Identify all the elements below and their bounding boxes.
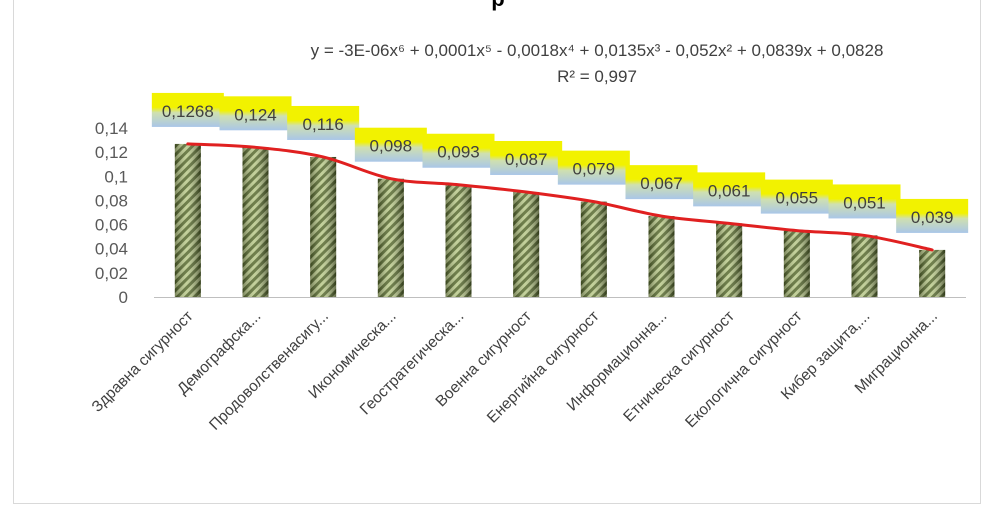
value-label: 0,098: [354, 127, 427, 162]
value-label-text: 0,1268: [162, 102, 214, 121]
y-tick-label: 0,12: [95, 143, 128, 162]
bar: [445, 184, 472, 297]
bar: [377, 178, 404, 297]
value-label-text: 0,116: [303, 115, 344, 134]
value-label: 0,1268: [151, 92, 224, 127]
bar: [310, 156, 337, 297]
x-category-label: Продоволственасигу...: [206, 308, 332, 434]
y-axis: 0 0,02 0,04 0,06 0,08 0,1 0,12 0,14: [95, 119, 128, 307]
value-label-text: 0,039: [911, 208, 954, 227]
value-label: 0,087: [490, 140, 563, 175]
trendline-curve: [186, 142, 934, 252]
value-label-text: 0,093: [437, 143, 480, 162]
value-label: 0,116: [287, 105, 360, 140]
y-tick-label: 0,02: [95, 264, 128, 283]
value-labels: 0,1268 0,124 0,116 0,098 0,093 0,087 0,079 0,06…: [151, 92, 969, 233]
y-tick-label: 0,1: [104, 167, 128, 186]
value-label: 0,039: [896, 198, 969, 233]
value-label-text: 0,051: [843, 193, 886, 212]
value-label: 0,055: [760, 179, 833, 214]
y-tick-label: 0,08: [95, 191, 128, 210]
value-label: 0,079: [557, 150, 630, 185]
bar: [716, 223, 743, 297]
value-label-text: 0,061: [708, 181, 751, 200]
value-label: 0,051: [828, 184, 901, 219]
trendline-r-squared: R² = 0,997: [557, 67, 637, 86]
bar: [513, 191, 540, 297]
x-axis: Здравна сигурностДемографска...Продоволс…: [89, 297, 966, 434]
value-label-text: 0,079: [573, 160, 616, 179]
value-label-text: 0,067: [640, 174, 683, 193]
value-label-text: 0,124: [234, 105, 277, 124]
y-tick-label: 0,04: [95, 240, 128, 259]
x-category-label: Екологична сигурност: [682, 308, 805, 431]
value-label: 0,124: [219, 96, 292, 131]
chart-svg: y = -3E-06x⁶ + 0,0001x⁵ - 0,0018x⁴ + 0,0…: [89, 41, 969, 434]
bar: [919, 249, 946, 297]
value-label: 0,067: [625, 165, 698, 200]
value-label: 0,061: [693, 172, 766, 207]
y-tick-label: 0: [119, 288, 128, 307]
chart-title-fragment: р: [14, 0, 982, 12]
value-label: 0,093: [422, 133, 495, 168]
bar: [648, 216, 675, 297]
value-label-text: 0,087: [505, 150, 548, 169]
x-category-label: Етническа сигурност: [620, 308, 738, 426]
bar: [580, 201, 607, 297]
x-category-label: Здравна сигурност: [89, 308, 197, 416]
bar: [174, 143, 201, 297]
trendline: [186, 142, 934, 252]
y-tick-label: 0,06: [95, 216, 128, 235]
y-tick-label: 0,14: [95, 119, 128, 138]
bar: [851, 235, 878, 297]
chart-frame: р y = -3E-06x⁶ + 0,0001x⁵ - 0,0018x⁴ + 0…: [13, 0, 981, 504]
x-category-label: Енергийна сигурност: [484, 308, 603, 427]
bar: [242, 147, 269, 297]
value-label-text: 0,055: [776, 189, 819, 208]
trendline-equation: y = -3E-06x⁶ + 0,0001x⁵ - 0,0018x⁴ + 0,0…: [311, 41, 884, 60]
value-label-text: 0,098: [370, 137, 413, 156]
bar: [783, 230, 810, 297]
bars: [174, 143, 946, 297]
